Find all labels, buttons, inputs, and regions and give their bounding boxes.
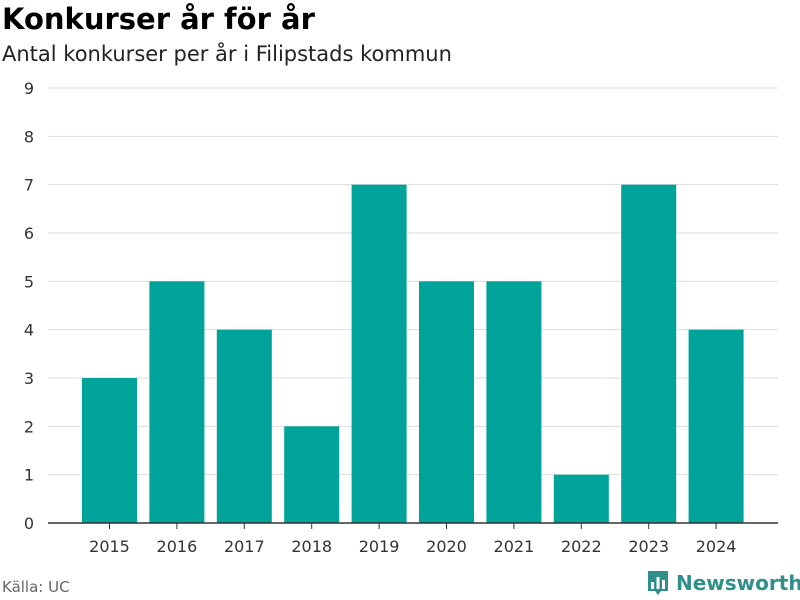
x-tick-label-2023: 2023: [628, 537, 669, 556]
y-tick-label-3: 3: [24, 369, 34, 388]
x-tick-label-2020: 2020: [426, 537, 467, 556]
y-tick-label-9: 9: [24, 79, 34, 98]
bar-2018: [284, 426, 340, 523]
y-tick-label-7: 7: [24, 176, 34, 195]
bar-2024: [688, 329, 744, 523]
bar-chart-logo-icon: [648, 571, 668, 595]
x-tick-label-2019: 2019: [359, 537, 400, 556]
bars: [82, 184, 744, 523]
x-tick-label-2015: 2015: [89, 537, 130, 556]
x-tick-label-2016: 2016: [157, 537, 198, 556]
bar-2023: [621, 184, 677, 523]
y-tick-label-5: 5: [24, 272, 34, 291]
x-tick-label-2021: 2021: [494, 537, 535, 556]
bar-2021: [486, 281, 542, 523]
x-tick-label-2022: 2022: [561, 537, 602, 556]
bar-2020: [419, 281, 474, 523]
x-tick-label-2018: 2018: [291, 537, 332, 556]
y-tick-label-0: 0: [24, 514, 34, 533]
bar-2017: [216, 329, 272, 523]
bar-2022: [553, 474, 609, 523]
x-tick-label-2024: 2024: [696, 537, 737, 556]
chart-subtitle: Antal konkurser per år i Filipstads komm…: [2, 42, 452, 66]
y-tick-label-8: 8: [24, 127, 34, 146]
x-tick-label-2017: 2017: [224, 537, 265, 556]
bar-2015: [82, 378, 137, 523]
bar-2019: [351, 184, 407, 523]
y-tick-label-2: 2: [24, 417, 34, 436]
brand-name: Newsworthy: [676, 571, 800, 595]
brand-logo: Newsworthy: [646, 568, 800, 598]
y-tick-label-6: 6: [24, 224, 34, 243]
y-axis-ticks: 0 1 2 3 4 5 6 7 8 9: [24, 79, 34, 533]
chart-title: Konkurser år för år: [2, 2, 315, 36]
bar-2016: [149, 281, 205, 523]
x-axis-ticks: 2015 2016 2017 2018 2019 2020 2021 2022 2023 2024: [89, 523, 736, 556]
source-note: Källa: UC: [2, 578, 70, 596]
y-tick-label-4: 4: [24, 321, 34, 340]
y-tick-label-1: 1: [24, 466, 34, 485]
